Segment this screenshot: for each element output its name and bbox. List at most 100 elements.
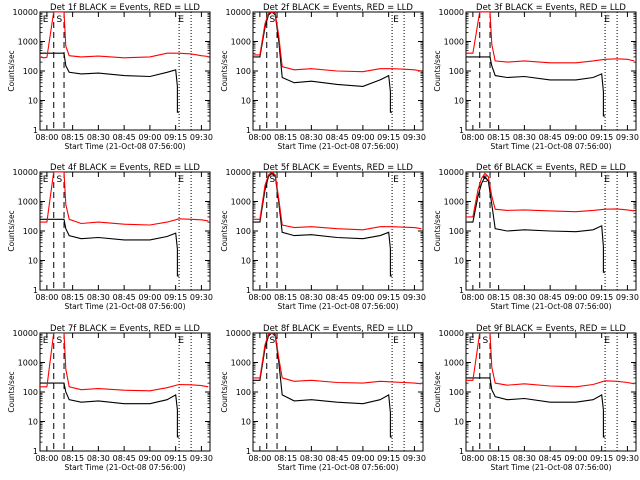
marker-label: E <box>178 15 184 25</box>
series-line-lld <box>253 172 422 231</box>
x-tick-label: 09:15 <box>164 454 187 463</box>
x-tick-label: 09:15 <box>164 293 187 302</box>
y-tick-label: 1000 <box>444 359 464 368</box>
y-tick-label: 10000 <box>226 329 251 338</box>
marker-label: S <box>56 15 62 25</box>
panel-title: Det 9f BLACK = Events, RED = LLD <box>476 324 626 334</box>
x-tick-label: 08:45 <box>113 133 136 142</box>
x-tick-label: 09:30 <box>616 293 639 302</box>
y-tick-label: 10000 <box>226 168 251 177</box>
marker-label: S <box>56 175 62 185</box>
y-tick-label: 1 <box>246 286 251 295</box>
series-line-events <box>466 377 606 438</box>
panel-title: Det 2f BLACK = Events, RED = LLD <box>263 3 413 13</box>
marker-label: E <box>393 336 399 346</box>
x-tick-label: 09:15 <box>164 133 187 142</box>
x-tick-label: 08:45 <box>113 293 136 302</box>
marker-label: E <box>43 15 49 25</box>
y-tick-label: 1000 <box>231 359 251 368</box>
y-tick-label: 1000 <box>18 38 38 47</box>
y-tick-label: 1 <box>33 447 38 456</box>
marker-label: S <box>56 336 62 346</box>
x-axis-label: Start Time (21-Oct-08 07:56:00) <box>277 142 398 151</box>
x-tick-label: 08:00 <box>461 454 484 463</box>
y-tick-label: 100 <box>449 388 464 397</box>
x-tick-label: 09:15 <box>590 293 613 302</box>
x-tick-label: 08:15 <box>487 293 510 302</box>
series-line-events <box>40 218 180 277</box>
series-line-lld <box>40 172 209 226</box>
series-line-lld <box>253 333 422 385</box>
x-tick-label: 08:15 <box>274 454 297 463</box>
x-tick-label: 08:30 <box>513 133 536 142</box>
x-tick-label: 08:30 <box>300 293 323 302</box>
y-tick-label: 1 <box>246 126 251 135</box>
panel-title: Det 8f BLACK = Events, RED = LLD <box>263 324 413 334</box>
y-tick-label: 10 <box>454 418 464 427</box>
marker-label: S <box>269 175 275 185</box>
y-tick-label: 10 <box>28 257 38 266</box>
x-tick-label: 08:15 <box>274 133 297 142</box>
x-tick-label: 09:00 <box>138 454 161 463</box>
x-tick-label: 09:00 <box>564 454 587 463</box>
panel-det-5: Det 5f BLACK = Events, RED = LLD 1 10 100 10… <box>220 163 426 311</box>
panel-det-3: Det 3f BLACK = Events, RED = LLD 1 10 100 10… <box>433 3 639 151</box>
x-axis-label: Start Time (21-Oct-08 07:56:00) <box>64 463 185 472</box>
panel-title: Det 7f BLACK = Events, RED = LLD <box>50 324 200 334</box>
y-tick-label: 10 <box>241 97 251 106</box>
plot-frame <box>252 332 424 452</box>
y-tick-label: 100 <box>449 67 464 76</box>
plot-frame <box>39 11 211 131</box>
y-axis-label: Counts/sec <box>433 371 442 412</box>
panel-title: Det 4f BLACK = Events, RED = LLD <box>50 163 200 173</box>
x-tick-label: 08:00 <box>35 293 58 302</box>
x-tick-label: 08:30 <box>513 293 536 302</box>
marker-label: E <box>43 336 49 346</box>
y-axis-label: Counts/sec <box>220 50 229 91</box>
series-line-events <box>466 56 606 117</box>
x-axis-label: Start Time (21-Oct-08 07:56:00) <box>490 142 611 151</box>
y-tick-label: 100 <box>23 388 38 397</box>
x-tick-label: 09:15 <box>590 133 613 142</box>
y-tick-label: 10 <box>28 418 38 427</box>
y-tick-label: 1 <box>33 126 38 135</box>
y-tick-label: 10 <box>28 97 38 106</box>
y-tick-label: 10 <box>454 257 464 266</box>
y-tick-label: 100 <box>236 227 251 236</box>
x-tick-label: 09:30 <box>190 133 213 142</box>
panel-det-6: Det 6f BLACK = Events, RED = LLD 1 10 100 10… <box>433 163 639 311</box>
x-tick-label: 08:00 <box>35 454 58 463</box>
series-line-lld <box>40 12 209 59</box>
x-tick-label: 08:15 <box>274 293 297 302</box>
x-tick-label: 08:30 <box>513 454 536 463</box>
y-tick-label: 100 <box>23 227 38 236</box>
x-tick-label: 09:15 <box>590 454 613 463</box>
x-tick-label: 08:15 <box>61 454 84 463</box>
x-tick-label: 08:15 <box>61 293 84 302</box>
x-tick-label: 09:30 <box>616 454 639 463</box>
y-tick-label: 1000 <box>18 198 38 207</box>
x-tick-label: 09:00 <box>351 293 374 302</box>
marker-label: E <box>178 336 184 346</box>
x-axis-label: Start Time (21-Oct-08 07:56:00) <box>64 142 185 151</box>
panel-title: Det 5f BLACK = Events, RED = LLD <box>263 163 413 173</box>
x-tick-label: 09:00 <box>138 133 161 142</box>
x-tick-label: 08:15 <box>61 133 84 142</box>
y-tick-label: 1 <box>246 447 251 456</box>
x-tick-label: 08:30 <box>300 133 323 142</box>
x-tick-label: 09:00 <box>351 454 374 463</box>
panel-det-4: Det 4f BLACK = Events, RED = LLD 1 10 100 10… <box>7 163 213 311</box>
y-axis-label: Counts/sec <box>7 50 16 91</box>
x-tick-label: 09:30 <box>403 293 426 302</box>
x-tick-label: 08:00 <box>461 293 484 302</box>
series-line-lld <box>466 172 635 218</box>
y-tick-label: 1 <box>33 286 38 295</box>
y-tick-label: 10 <box>241 418 251 427</box>
x-tick-label: 09:15 <box>377 454 400 463</box>
y-tick-label: 1 <box>459 126 464 135</box>
x-axis-label: Start Time (21-Oct-08 07:56:00) <box>64 302 185 311</box>
y-tick-label: 10000 <box>439 329 464 338</box>
y-tick-label: 100 <box>23 67 38 76</box>
panel-title: Det 1f BLACK = Events, RED = LLD <box>50 3 200 13</box>
x-tick-label: 08:15 <box>487 454 510 463</box>
